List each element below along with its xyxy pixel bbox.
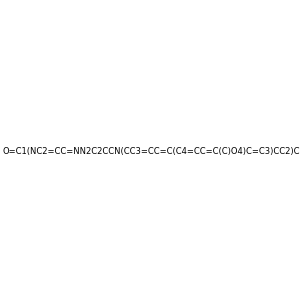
Text: O=C1(NC2=CC=NN2C2CCN(CC3=CC=C(C4=CC=C(C)O4)C=C3)CC2)C1: O=C1(NC2=CC=NN2C2CCN(CC3=CC=C(C4=CC=C(C)… — [2, 147, 300, 156]
